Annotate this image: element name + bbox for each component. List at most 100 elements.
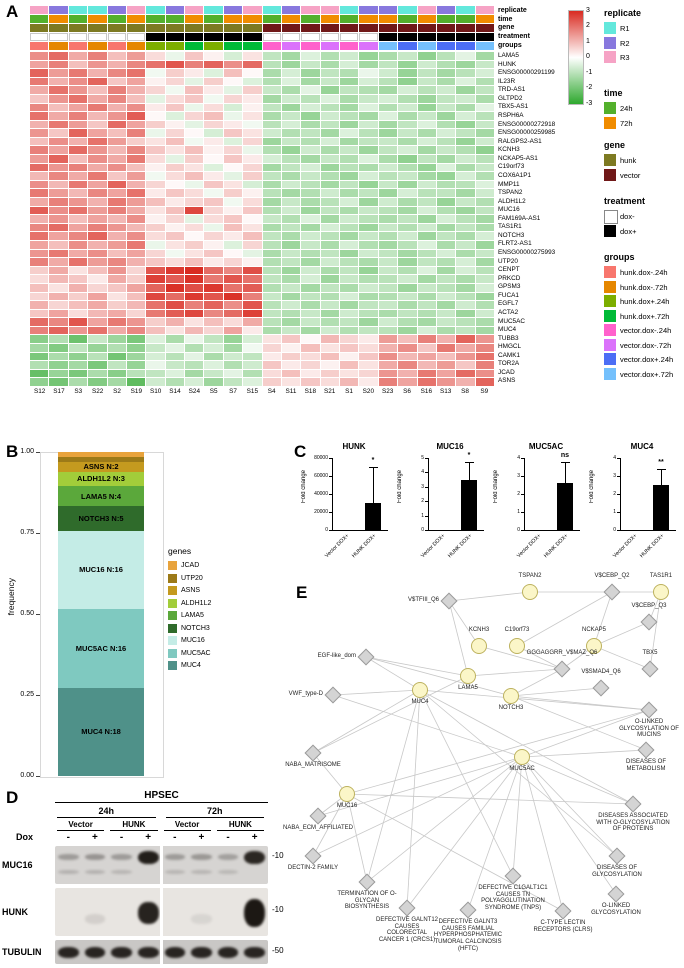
heatmap-cell: [30, 223, 49, 232]
y-tick: [329, 458, 332, 459]
heatmap-cell: [262, 369, 281, 378]
heatmap-cell: [378, 369, 398, 378]
annotation-cell-gene: [262, 24, 281, 32]
y-tick: [425, 486, 428, 488]
heatmap-cell: [475, 206, 494, 215]
heatmap-cell: [378, 163, 398, 172]
heatmap-cell: [359, 378, 378, 386]
annotation-cell-replicate: [359, 6, 378, 14]
heatmap-cell: [340, 223, 359, 232]
annotation-cell-time: [223, 15, 243, 23]
wb-mw-label: -10: [272, 850, 284, 860]
heatmap-cell: [301, 344, 320, 352]
heatmap-cell: [359, 112, 378, 120]
x-axis: [428, 530, 484, 531]
heatmap-cell: [107, 60, 126, 69]
heatmap-cell: [146, 335, 165, 344]
annotation-cell-treatment: [417, 33, 436, 41]
gene-row-label: GPSM3: [498, 283, 521, 291]
heatmap-cell: [359, 335, 378, 344]
annotation-cell-treatment: [165, 33, 184, 41]
heatmap-cell: [165, 301, 184, 309]
annotation-cell-treatment: [320, 33, 339, 41]
heatmap-cell: [456, 240, 475, 249]
gene-row-label: MMP11: [498, 180, 520, 188]
heatmap-cell: [30, 163, 49, 172]
heatmap-cell: [320, 137, 339, 146]
heatmap-cell: [185, 189, 204, 198]
stacked-bar-y-tick-label: 0.50: [20, 610, 34, 617]
annotation-cell-gene: [204, 24, 223, 32]
heatmap-cell: [340, 129, 359, 137]
sample-label: S4: [267, 388, 276, 395]
annotation-cell-time: [165, 15, 184, 23]
bar-segment-label: LAMA5 N:4: [80, 491, 121, 501]
heatmap-cell: [475, 266, 494, 275]
heatmap-cell: [49, 352, 68, 361]
heatmap-cell: [320, 352, 339, 361]
heatmap-cell: [49, 69, 68, 77]
heatmap-cell: [301, 249, 320, 258]
heatmap-cell: [281, 112, 301, 120]
heatmap-cell: [262, 240, 281, 249]
annotation-cell-treatment: [30, 33, 49, 41]
wb-time-group: 24h: [57, 806, 156, 818]
heatmap-cell: [126, 94, 146, 103]
stacked-bar-legend-swatch: [168, 636, 177, 645]
annotation-cell-treatment: [262, 33, 281, 41]
heatmap-cell: [378, 258, 398, 266]
heatmap-cell: [417, 137, 436, 146]
annotation-cell-replicate: [340, 6, 359, 14]
heatmap-cell: [475, 137, 494, 146]
stacked-bar-legend-label: MUC16: [181, 637, 205, 644]
annotation-cell-replicate: [378, 6, 398, 14]
heatmap-cell: [417, 369, 436, 378]
heatmap-cell: [165, 94, 184, 103]
annotation-cell-gene: [49, 24, 68, 32]
heatmap-cell: [165, 198, 184, 206]
heatmap-cell: [281, 326, 301, 335]
heatmap-cell: [417, 344, 436, 352]
heatmap-cell: [398, 155, 417, 163]
heatmap-cell: [475, 120, 494, 129]
heatmap-cell: [340, 69, 359, 77]
legend-item-label: R1: [620, 24, 630, 33]
heatmap-cell: [30, 240, 49, 249]
heatmap-cell: [107, 172, 126, 180]
heatmap-cell: [146, 52, 165, 60]
heatmap-cell: [185, 223, 204, 232]
heatmap-cell: [456, 60, 475, 69]
wb-band: [58, 869, 79, 875]
stacked-bar-legend-item: UTP20: [168, 573, 232, 583]
heatmap-cell: [475, 361, 494, 369]
heatmap-cell: [126, 60, 146, 69]
heatmap-cell: [281, 318, 301, 326]
heatmap-cell: [340, 361, 359, 369]
error-bar: [661, 468, 662, 485]
stacked-bar-legend-swatch: [168, 648, 177, 658]
legend-swatch: [604, 324, 616, 336]
significance-label: *: [371, 457, 375, 464]
heatmap-cell: [88, 129, 107, 137]
heatmap-cell: [398, 344, 417, 352]
annotation-cell-time: [436, 15, 456, 23]
fold-change-chart-MUC4: MUC4 Fold change 0 1 2 3 4 Vector DOX+ ** HUNK DO…: [586, 442, 678, 570]
annotation-cell-groups: [49, 42, 68, 50]
heatmap-cell: [417, 309, 436, 318]
heatmap-cell: [68, 69, 88, 77]
heatmap-cell: [340, 146, 359, 155]
heatmap-cell: [417, 155, 436, 163]
annotation-cell-time: [126, 15, 146, 23]
heatmap-cell: [456, 283, 475, 292]
heatmap-cell: [30, 283, 49, 292]
heatmap-cell: [262, 137, 281, 146]
heatmap-cell: [68, 344, 88, 352]
heatmap-cell: [185, 283, 204, 292]
network-node-LAMA5: [460, 668, 476, 684]
network-node-label: EGF-like_dom: [317, 653, 356, 659]
sample-label: S10: [149, 388, 162, 395]
fold-change-chart-HUNK: HUNK Fold change 0 20000 40000 60000 80000 Vect…: [298, 442, 390, 570]
bar-segment-MUC5AC: MUC5AC N:16: [58, 609, 144, 688]
heatmap-cell: [146, 86, 165, 94]
heatmap-cell: [436, 361, 456, 369]
